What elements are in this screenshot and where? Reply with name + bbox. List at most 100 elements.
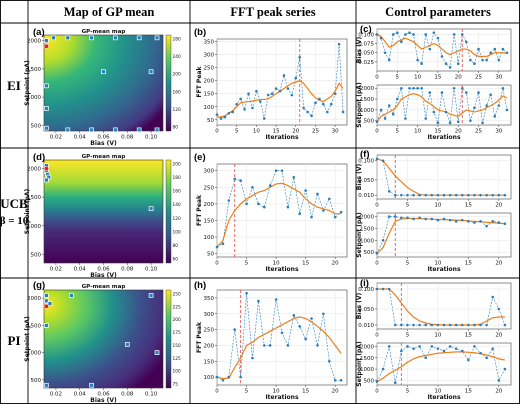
x-tick-label: 10	[434, 203, 441, 209]
raw-data-point	[243, 108, 246, 111]
x-tick-label: 0	[375, 129, 379, 135]
row-labels: EI UCB β = 10 PI	[0, 78, 29, 348]
x-tick-label: 0.10	[145, 267, 158, 273]
smoothed-series-line	[216, 316, 342, 380]
raw-data-point	[400, 216, 403, 220]
raw-data-point	[491, 295, 495, 299]
row-label-ucb: UCB	[0, 196, 28, 211]
y-tick-label: 50	[207, 252, 214, 258]
y-tick-label: 0.050	[358, 307, 374, 313]
raw-data-point	[424, 117, 428, 120]
raw-data-point	[460, 86, 464, 90]
raw-data-point	[481, 121, 484, 125]
colorbar-tick-label: 180	[173, 175, 181, 181]
x-tick-label: 10	[273, 261, 280, 267]
sample-point-marker	[148, 69, 154, 75]
gp-mean-heatmap	[43, 34, 164, 132]
sample-point-marker	[113, 35, 118, 41]
raw-data-point	[239, 375, 242, 379]
raw-data-point	[448, 66, 452, 69]
x-tick-label: 10	[434, 389, 441, 395]
raw-data-point	[436, 36, 440, 40]
raw-data-point	[460, 218, 464, 222]
x-tick-label: 5	[235, 129, 239, 135]
raw-data-point	[420, 86, 423, 90]
raw-data-point	[444, 110, 448, 114]
gp-mean-heatmap	[43, 159, 164, 264]
raw-data-point	[245, 291, 248, 295]
raw-data-point	[473, 323, 476, 327]
raw-data-point	[412, 217, 415, 221]
heatmap-panel-a: GP-mean map 0.02 0.04 0.06 0.08 0.10 500 1000 15…	[24, 29, 181, 147]
raw-data-point	[440, 91, 444, 94]
x-tick-label: 30	[332, 129, 339, 135]
y-axis-label: Bias (V)	[356, 164, 363, 191]
header-params: Control parameters	[385, 5, 491, 19]
smoothed-series-line	[376, 158, 505, 196]
sample-point-marker	[44, 106, 49, 111]
raw-data-point	[286, 205, 290, 209]
raw-data-point	[266, 93, 270, 97]
y-tick-label: 1000	[27, 95, 41, 101]
raw-data-point	[393, 381, 397, 385]
colorbar-tick-label: 160	[173, 189, 181, 195]
raw-data-point	[432, 110, 436, 114]
x-tick-label: 10	[273, 389, 280, 395]
raw-data-point	[221, 378, 225, 382]
sample-point-marker	[148, 206, 154, 211]
x-tick-label: 15	[434, 75, 441, 81]
raw-data-point	[270, 92, 274, 96]
x-tick-label: 10	[434, 261, 441, 267]
y-tick-label: 2000	[360, 344, 374, 350]
raw-data-point	[430, 345, 434, 348]
raw-data-point	[262, 117, 266, 120]
x-tick-label: 20	[495, 333, 502, 339]
raw-data-point	[400, 349, 403, 353]
x-tick-label: 20	[332, 389, 339, 395]
raw-data-point	[436, 323, 440, 327]
panel-letter: (d)	[33, 152, 45, 163]
raw-data-point	[424, 217, 428, 221]
sample-point-marker	[89, 127, 94, 133]
y-axis-label: Setpoint (pA)	[356, 212, 363, 258]
raw-data-point	[416, 86, 419, 90]
raw-data-point	[454, 193, 458, 197]
raw-data-point	[460, 193, 464, 197]
sample-point-marker	[154, 127, 160, 133]
y-axis-label: FFT Peak	[196, 321, 203, 353]
raw-data-point	[387, 287, 391, 291]
raw-data-point	[430, 323, 434, 327]
colorbar-tick-label: 200	[173, 317, 181, 323]
raw-data-point	[316, 344, 319, 347]
raw-data-point	[314, 101, 317, 105]
x-axis-label: Iterations	[265, 134, 298, 141]
x-tick-label: 5	[245, 389, 249, 395]
x-axis-label: Iterations	[427, 394, 460, 401]
x-tick-label: 0.06	[97, 267, 110, 273]
colorbar-tick-label: 175	[173, 330, 181, 336]
raw-series-line	[376, 216, 505, 254]
raw-data-point	[491, 193, 495, 197]
raw-data-point	[245, 202, 248, 206]
sample-point-marker	[65, 127, 71, 133]
raw-data-point	[322, 209, 325, 212]
raw-data-point	[485, 193, 488, 197]
y-tick-label: 150	[204, 359, 215, 365]
y-tick-label: 2000	[360, 86, 374, 92]
raw-data-point	[460, 349, 464, 353]
raw-data-point	[448, 323, 452, 327]
raw-series-line	[216, 170, 342, 248]
raw-data-point	[503, 222, 507, 226]
panel-letter: (h)	[194, 280, 206, 291]
raw-data-point	[235, 102, 238, 106]
raw-data-point	[485, 356, 488, 360]
raw-data-point	[383, 51, 387, 55]
raw-data-point	[292, 314, 296, 317]
smoothed-series-line	[376, 33, 507, 57]
raw-data-point	[460, 323, 464, 327]
x-tick-label: 5	[406, 389, 410, 395]
x-tick-label: 15	[302, 389, 309, 395]
colorbar	[165, 34, 172, 132]
x-tick-label: 15	[302, 261, 309, 267]
